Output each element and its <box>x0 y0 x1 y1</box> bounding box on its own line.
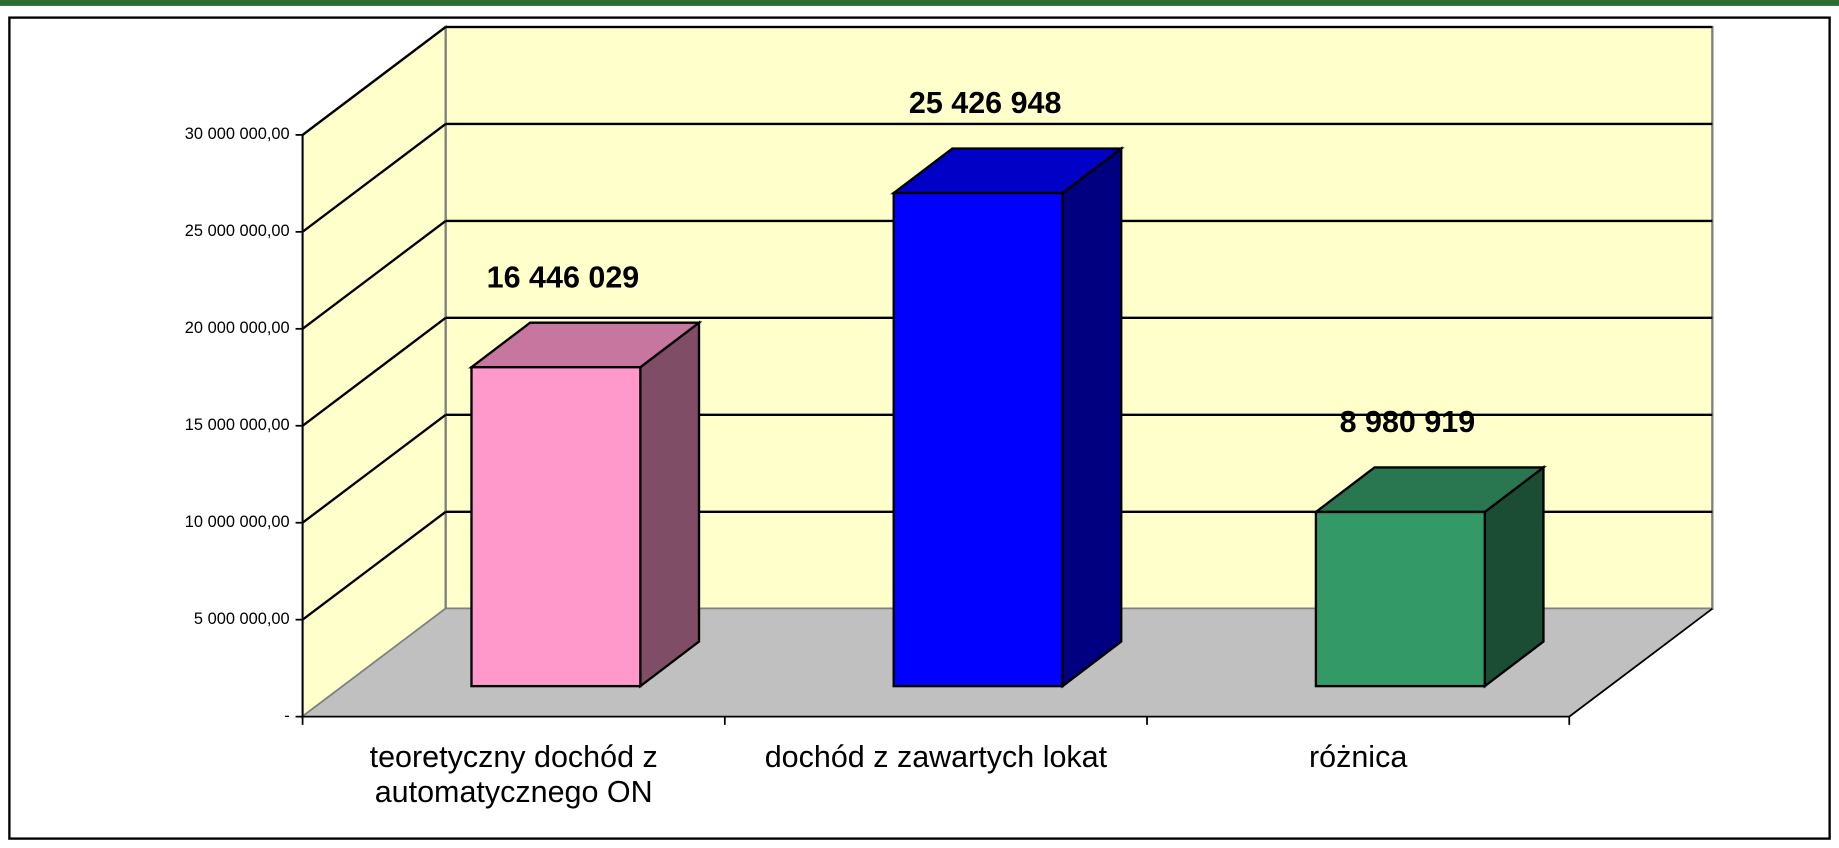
x-tick-label-box: teoretyczny dochód z automatycznego ON <box>369 738 658 810</box>
data-label: 25 426 948 <box>909 86 1062 120</box>
y-tick-label: 15 000 000,00 <box>185 416 290 434</box>
bar <box>892 191 1064 688</box>
grid-line <box>301 123 447 233</box>
x-tick-label: dochód z zawartych lokat <box>764 738 1108 775</box>
data-label: 16 446 029 <box>487 260 640 294</box>
grid-line <box>301 510 447 621</box>
y-tick-label: 5 000 000,00 <box>194 610 290 628</box>
data-label: 8 980 919 <box>1340 405 1476 439</box>
chart-frame <box>8 16 1831 840</box>
bar-side <box>639 320 701 689</box>
top-band <box>0 0 1839 6</box>
bar <box>470 366 642 688</box>
y-tick-label: 30 000 000,00 <box>185 125 290 143</box>
y-tick-label: 25 000 000,00 <box>185 222 290 240</box>
y-tick-label: 20 000 000,00 <box>185 319 290 337</box>
grid-line <box>301 26 447 136</box>
grid-line <box>301 316 447 427</box>
bar <box>1314 510 1486 688</box>
x-tick-label-box: dochód z zawartych lokat <box>764 738 1108 775</box>
x-tick-label: różnica <box>1308 738 1408 775</box>
grid-line <box>301 413 447 524</box>
y-tick-label: 10 000 000,00 <box>185 513 290 531</box>
y-tick-label: - <box>284 707 289 725</box>
x-tick-label: teoretyczny dochód z automatycznego ON <box>369 738 658 810</box>
grid-line <box>301 219 447 330</box>
floor-edge <box>1568 608 1713 718</box>
x-tick-label-box: różnica <box>1308 738 1408 775</box>
bar-side <box>1061 146 1123 689</box>
